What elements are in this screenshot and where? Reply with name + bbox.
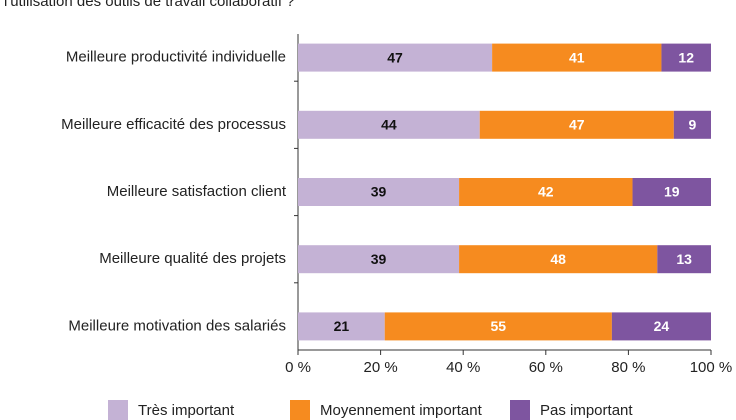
legend-swatch (510, 400, 530, 420)
legend-swatch (290, 400, 310, 420)
value-label: 13 (676, 251, 692, 267)
bar-segment (673, 110, 711, 139)
bar-segment (298, 245, 460, 274)
legend-swatch (108, 400, 128, 420)
bar-segment (479, 110, 674, 139)
value-label: 47 (569, 117, 585, 133)
bar-segment (611, 312, 711, 341)
value-label: 39 (371, 184, 387, 200)
bar-segment (298, 110, 480, 139)
value-label: 44 (381, 117, 397, 133)
bar-segment (661, 43, 711, 72)
value-label: 9 (689, 117, 697, 133)
x-tick-label: 0 % (285, 359, 311, 376)
value-label: 19 (664, 184, 680, 200)
value-label: 41 (569, 49, 585, 65)
value-label: 48 (550, 251, 566, 267)
value-label: 12 (678, 49, 694, 65)
y-tick-label: Meilleure efficacité des processus (61, 116, 286, 133)
y-tick-label: Meilleure productivité individuelle (66, 49, 286, 66)
value-label: 24 (654, 318, 670, 334)
bar-segment (459, 178, 633, 206)
bar-segment (298, 178, 460, 206)
value-label: 39 (371, 251, 387, 267)
bar-segment (459, 245, 658, 274)
x-tick-label: 60 % (529, 359, 563, 376)
x-tick-label: 20 % (363, 359, 397, 376)
bar-segment (657, 245, 711, 274)
y-tick-label: Meilleure satisfaction client (107, 183, 287, 200)
value-label: 47 (387, 49, 403, 65)
chart-title: l'utilisation des outils de travail coll… (4, 0, 295, 10)
value-label: 42 (538, 184, 554, 200)
legend-label: Très important (138, 402, 235, 419)
y-tick-label: Meilleure motivation des salariés (68, 317, 286, 334)
bar-segment (384, 312, 612, 341)
bar-segment (298, 43, 493, 72)
x-tick-label: 40 % (446, 359, 480, 376)
value-label: 55 (491, 318, 507, 334)
value-label: 21 (334, 318, 350, 334)
bar-segment (492, 43, 662, 72)
x-tick-label: 100 % (690, 359, 733, 376)
legend-label: Moyennement important (320, 402, 483, 419)
x-tick-label: 80 % (611, 359, 645, 376)
bar-segment (632, 178, 711, 206)
bar-segment (298, 312, 385, 341)
y-tick-label: Meilleure qualité des projets (99, 250, 286, 267)
legend-label: Pas important (540, 402, 633, 419)
